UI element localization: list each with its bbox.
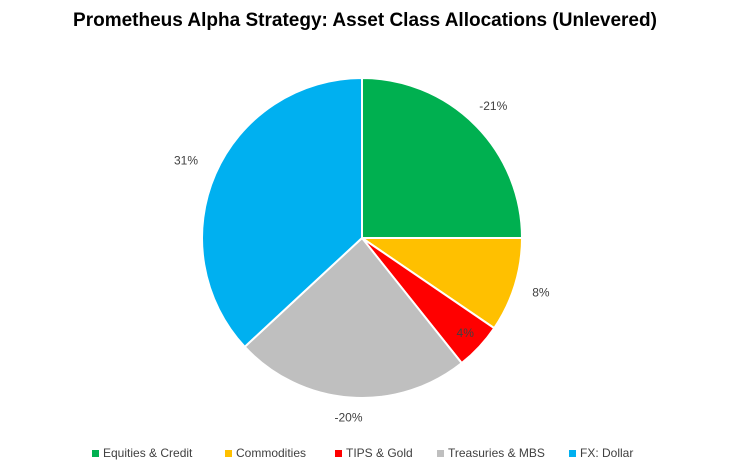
legend-label: Commodities <box>236 446 306 460</box>
legend-label: Treasuries & MBS <box>448 446 545 460</box>
pie-slice <box>358 237 524 330</box>
pie-slice <box>361 76 524 239</box>
legend-swatch <box>335 450 342 457</box>
legend-swatch <box>225 450 232 457</box>
legend-label: TIPS & Gold <box>346 446 413 460</box>
data-label: -20% <box>334 410 362 424</box>
data-label: 8% <box>532 285 550 299</box>
pie-slice <box>201 76 363 349</box>
pie <box>201 76 524 399</box>
data-label: 31% <box>174 153 198 167</box>
legend-label: Equities & Credit <box>103 446 193 460</box>
legend-swatch <box>569 450 576 457</box>
data-labels: -21% 8% 4% -20% 31% <box>174 99 550 425</box>
pie-slice <box>243 236 464 399</box>
legend: Equities & Credit Commodities TIPS & Gold T… <box>92 446 633 460</box>
legend-swatch <box>437 450 444 457</box>
chart-title: Prometheus Alpha Strategy: Asset Class A… <box>73 10 657 31</box>
legend-swatch <box>92 450 99 457</box>
legend-label: FX: Dollar <box>580 446 633 460</box>
data-label: -21% <box>479 99 507 113</box>
data-label: 4% <box>457 326 475 340</box>
